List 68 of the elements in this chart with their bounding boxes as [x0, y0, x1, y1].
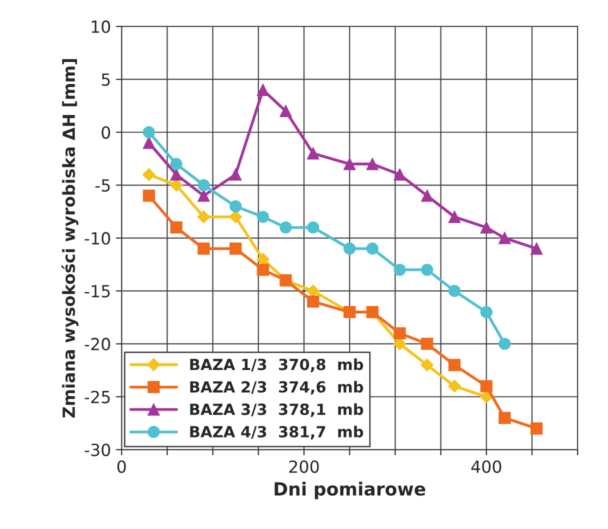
point: [142, 126, 156, 138]
y-tick-label: -20: [84, 338, 110, 350]
legend-label: BAZA 3/3 378,1 mb: [190, 403, 364, 418]
point: [256, 252, 270, 266]
point: [256, 210, 270, 223]
point: [280, 105, 292, 118]
x-tick-label: 200: [289, 460, 319, 473]
point: [420, 358, 434, 372]
y-tick-label: 5: [102, 74, 110, 86]
legend-label: BAZA 2/3 374,6 mb: [190, 380, 364, 395]
point: [170, 158, 182, 170]
legend-label: BAZA 1/3 370,8 mb: [190, 358, 364, 372]
point: [498, 412, 511, 424]
legend-label: BAZA 4/3 381,7 mb: [190, 426, 364, 440]
point: [198, 179, 210, 192]
y-tick-label: -10: [84, 232, 110, 245]
point: [394, 264, 406, 276]
point: [366, 242, 378, 255]
point: [197, 210, 210, 224]
y-tick-label: -15: [84, 285, 110, 298]
point: [230, 242, 242, 255]
point: [142, 136, 156, 149]
x-tick-label: 400: [471, 460, 502, 473]
point: [480, 221, 492, 234]
point: [530, 242, 543, 255]
point: [498, 232, 511, 244]
x-axis-title: Dni pomiarowe: [274, 482, 426, 500]
point: [170, 221, 182, 234]
y-tick-label: -30: [84, 444, 110, 456]
point: [394, 168, 406, 181]
point: [393, 337, 406, 350]
y-axis-title: Zmiana wysokości wyrobiska ΔH [mm]: [61, 59, 78, 418]
point: [421, 264, 434, 276]
point: [480, 380, 492, 392]
point: [280, 221, 292, 234]
point: [256, 264, 270, 276]
point: [421, 190, 434, 202]
point: [498, 338, 511, 350]
point: [448, 380, 461, 393]
y-tick-label: 0: [102, 126, 110, 139]
point: [530, 422, 543, 435]
point: [230, 200, 242, 212]
point: [448, 358, 461, 372]
point: [307, 221, 320, 234]
point: [142, 190, 156, 202]
point: [421, 338, 434, 350]
point: [366, 158, 378, 170]
point: [344, 242, 356, 255]
point: [230, 168, 242, 181]
y-tick-label: 10: [92, 20, 110, 34]
point: [198, 242, 210, 255]
point: [170, 168, 182, 181]
point: [307, 147, 320, 160]
point: [307, 295, 320, 308]
point: [170, 178, 183, 192]
point: [448, 284, 461, 298]
point: [256, 84, 270, 96]
point: [394, 327, 406, 340]
point: [480, 306, 492, 318]
point: [306, 284, 320, 298]
point: [142, 168, 156, 181]
point: [229, 210, 242, 224]
y-tick-label: -25: [84, 390, 110, 404]
x-tick-label: 0: [117, 460, 126, 473]
point: [344, 158, 356, 170]
y-tick-label: -5: [95, 179, 110, 192]
point: [448, 210, 461, 223]
point: [198, 190, 210, 202]
